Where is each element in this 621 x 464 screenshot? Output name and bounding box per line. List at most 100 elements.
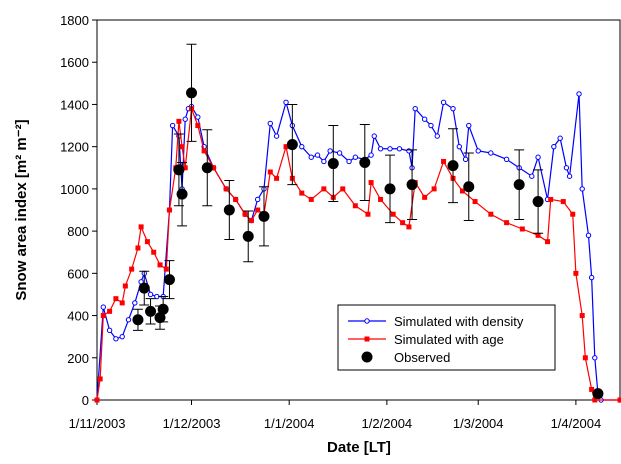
data-point — [359, 157, 371, 168]
data-point — [592, 388, 604, 400]
data-point — [573, 270, 579, 276]
data-point — [147, 291, 154, 298]
y-tick-label: 1800 — [60, 13, 89, 28]
data-point — [456, 143, 463, 150]
data-point — [396, 146, 403, 152]
data-point — [182, 116, 188, 122]
x-tick-label: 1/11/2003 — [69, 416, 126, 431]
data-point — [97, 376, 103, 382]
data-point — [182, 165, 188, 171]
data-point — [135, 245, 141, 251]
data-point — [113, 336, 119, 342]
data-point — [400, 220, 406, 226]
y-tick-label: 200 — [67, 351, 89, 366]
y-tick-label: 400 — [67, 309, 89, 324]
data-point — [223, 186, 229, 192]
data-point — [592, 397, 598, 403]
data-point — [179, 144, 185, 150]
data-point — [406, 179, 418, 191]
plot-frame — [96, 19, 621, 401]
data-point — [588, 274, 595, 281]
legend-marker — [361, 351, 373, 363]
data-point — [119, 333, 125, 340]
data-point — [94, 397, 100, 403]
data-point — [157, 262, 163, 268]
data-point — [462, 156, 469, 163]
data-point — [346, 158, 352, 165]
data-point — [529, 173, 535, 179]
data-point — [299, 143, 305, 150]
data-point — [113, 296, 119, 302]
data-point — [570, 211, 576, 217]
data-point — [378, 196, 384, 202]
data-point — [488, 150, 494, 156]
data-point — [125, 317, 132, 323]
data-point — [211, 165, 217, 171]
y-tick-label: 0 — [82, 393, 89, 408]
data-point — [144, 239, 150, 245]
data-point — [254, 196, 261, 203]
data-point — [308, 154, 314, 160]
data-point — [566, 173, 573, 179]
data-point — [336, 150, 343, 156]
data-point — [163, 274, 175, 286]
data-point — [472, 199, 478, 205]
legend-marker — [364, 336, 370, 342]
data-point — [441, 158, 447, 164]
data-point — [273, 133, 280, 139]
data-point — [368, 152, 374, 158]
data-point — [475, 148, 481, 154]
data-point — [157, 303, 169, 315]
data-point — [434, 133, 440, 139]
data-point — [589, 386, 595, 392]
data-point — [377, 146, 384, 152]
y-tick-label: 1400 — [60, 97, 89, 112]
data-point — [466, 122, 472, 129]
data-point — [617, 397, 621, 403]
data-point — [519, 226, 525, 232]
data-point — [176, 118, 182, 124]
data-point — [535, 232, 541, 238]
data-point — [308, 196, 314, 202]
data-point — [365, 211, 371, 217]
data-point — [201, 162, 213, 174]
data-point — [340, 186, 346, 192]
data-point — [447, 160, 459, 172]
data-point — [151, 249, 157, 255]
data-point — [582, 355, 588, 361]
legend-label: Simulated with age — [394, 332, 504, 347]
data-point — [145, 305, 157, 317]
data-point — [201, 148, 207, 154]
data-point — [422, 194, 428, 200]
data-point — [106, 327, 113, 334]
data-point — [267, 169, 273, 175]
data-point — [412, 105, 418, 112]
legend-box — [337, 304, 556, 371]
x-tick-label: 1/12/2003 — [163, 416, 221, 431]
data-point — [186, 87, 198, 99]
y-tick-label: 1600 — [60, 55, 89, 70]
data-point — [440, 99, 447, 106]
data-point — [100, 304, 107, 310]
data-point — [176, 188, 188, 200]
data-point — [488, 211, 494, 217]
data-point — [384, 183, 396, 195]
data-point — [390, 211, 396, 217]
data-point — [129, 266, 135, 272]
y-tick-label: 800 — [67, 224, 89, 239]
data-point — [248, 218, 254, 224]
data-point — [286, 139, 298, 151]
data-point — [592, 355, 598, 361]
data-point — [579, 186, 585, 192]
data-point — [283, 99, 289, 106]
data-point — [169, 122, 176, 129]
data-point — [242, 230, 254, 242]
data-point — [195, 114, 201, 120]
data-point — [463, 181, 475, 193]
data-point — [371, 133, 377, 139]
data-point — [545, 239, 551, 245]
data-point — [579, 313, 585, 319]
data-point — [387, 146, 393, 152]
data-point — [132, 314, 144, 326]
